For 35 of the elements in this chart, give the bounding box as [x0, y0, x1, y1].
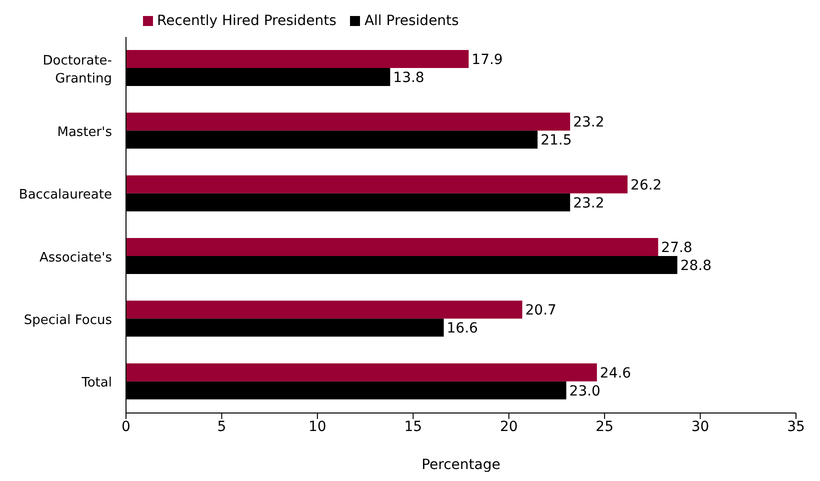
data-label: 23.2 — [573, 195, 604, 212]
y-tick-label: Baccalaureate — [18, 188, 112, 203]
x-tick-label: 15 — [404, 418, 422, 435]
y-tick-label: Doctorate-Granting — [42, 53, 112, 86]
bar — [126, 238, 658, 256]
data-label: 27.8 — [661, 240, 692, 256]
x-tick-label: 30 — [691, 418, 710, 435]
data-label: 28.8 — [680, 258, 712, 274]
bar — [126, 50, 469, 68]
x-tick-label: 0 — [122, 418, 130, 435]
data-label: 24.6 — [600, 365, 632, 382]
y-tick-label: Special Focus — [24, 313, 112, 328]
data-label: 13.8 — [393, 70, 424, 86]
y-tick-label: Associate's — [39, 250, 112, 266]
x-tick-label: 20 — [500, 418, 518, 435]
x-tick-label: 25 — [596, 418, 614, 435]
bar — [126, 112, 570, 131]
legend-label: Recently Hired Presidents — [156, 13, 336, 29]
data-label: 21.5 — [540, 132, 572, 149]
x-tick-label: 35 — [787, 418, 805, 435]
x-tick-label: 5 — [217, 418, 226, 435]
data-label: 17.9 — [472, 52, 503, 68]
bar — [126, 363, 597, 382]
legend-label: All Presidents — [363, 13, 459, 29]
data-label: 26.2 — [630, 177, 662, 194]
data-label: 16.6 — [446, 320, 478, 337]
x-axis-title: Percentage — [422, 457, 500, 473]
data-label: 23.0 — [569, 383, 600, 400]
y-tick-label: Master's — [57, 125, 112, 140]
bar — [126, 175, 628, 194]
data-label: 20.7 — [525, 302, 556, 319]
x-tick-label: 10 — [308, 418, 326, 435]
y-tick-label: Total — [80, 376, 112, 391]
bar — [126, 300, 522, 319]
data-label: 23.2 — [573, 114, 604, 131]
